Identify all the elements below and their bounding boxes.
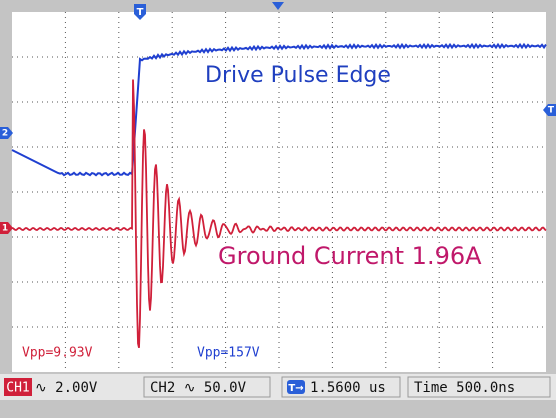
- timebase: Time 500.0ns: [414, 380, 515, 396]
- trigger-right-marker: [543, 104, 556, 116]
- ch2-marker: [0, 127, 13, 139]
- trigger-right-label: T: [548, 106, 555, 116]
- ch2-scale: CH2 ∿ 50.0V: [150, 380, 247, 396]
- ch1-scale: ∿ 2.00V: [35, 380, 98, 396]
- grid: [12, 12, 546, 372]
- ch1-vpp: Vpp=9.93V: [22, 346, 93, 361]
- status-bar: [0, 374, 556, 400]
- timebase-box: [407, 376, 551, 398]
- ch2-marker-label: 2: [2, 129, 8, 139]
- ch1-label: CH1: [6, 381, 29, 396]
- trigger-icon-glyph: T→: [288, 383, 303, 394]
- trigger-box: [281, 376, 401, 398]
- ch2-vpp: Vpp=157V: [197, 346, 260, 361]
- ch2-trace: [11, 42, 547, 177]
- trigger-top-label: T: [137, 7, 144, 18]
- ch1-trace: [11, 79, 547, 349]
- trigger-position: 1.5600 us: [310, 380, 386, 396]
- ch1-marker-label: 1: [2, 224, 8, 234]
- ch2-box: [143, 376, 271, 398]
- ch1-marker: [0, 222, 13, 234]
- trigger-icon: [287, 380, 305, 394]
- drive-annotation: Drive Pulse Edge: [205, 63, 391, 88]
- center-marker: [272, 2, 284, 10]
- trigger-top-marker: [134, 4, 146, 20]
- ch1-badge: [4, 378, 32, 396]
- ground-annotation: Ground Current 1.96A: [218, 242, 482, 270]
